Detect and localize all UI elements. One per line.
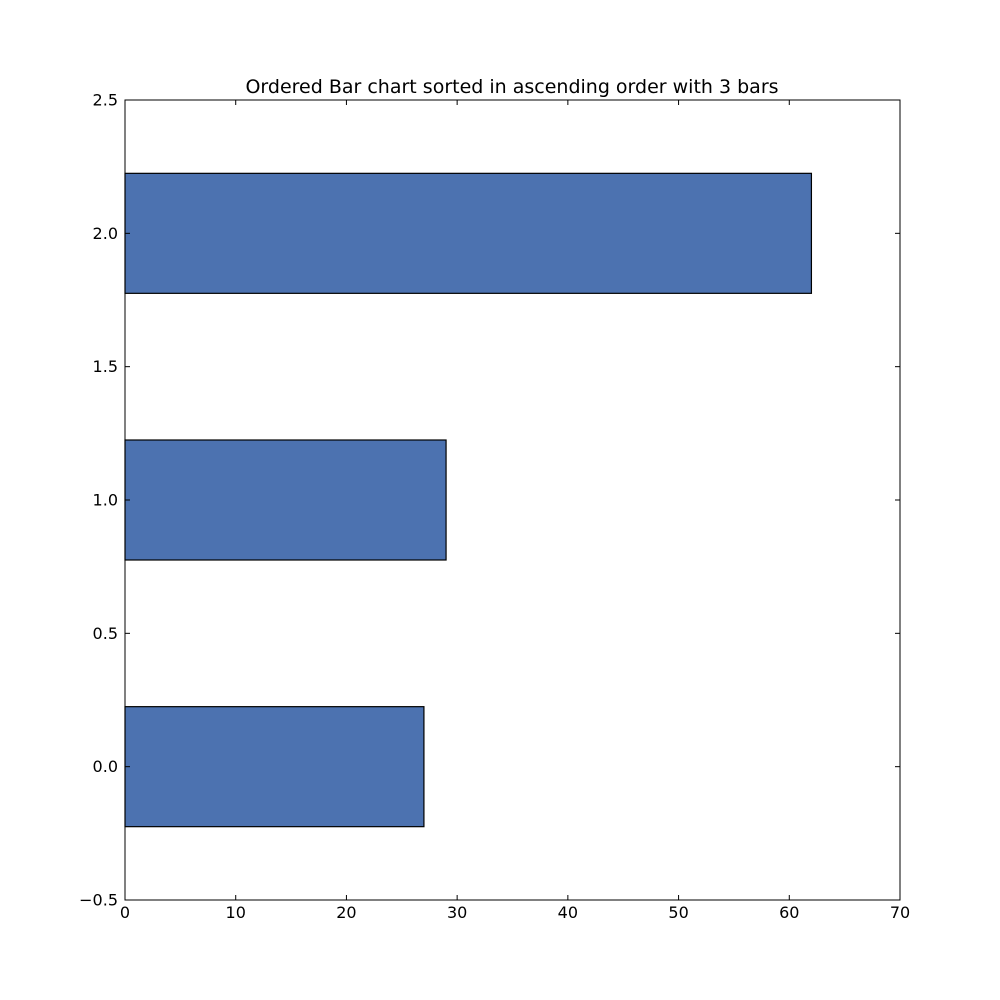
bar-2 — [124, 172, 813, 294]
y-tick-label-0: −0.5 — [79, 891, 118, 910]
chart-title: Ordered Bar chart sorted in ascending or… — [245, 76, 778, 98]
bars-layer — [124, 172, 813, 828]
bar-1 — [124, 439, 447, 561]
y-tick-label-1: 0.0 — [93, 757, 118, 776]
plot-frame — [124, 99, 901, 901]
x-tick-label-1: 10 — [226, 903, 246, 922]
x-tick-label-0: 0 — [120, 903, 130, 922]
y-tick-label-4: 1.5 — [93, 357, 118, 376]
x-tick-label-3: 30 — [447, 903, 467, 922]
y-tick-label-5: 2.0 — [93, 224, 118, 243]
tick-labels-layer: 0 10 20 30 40 50 60 70 −0.5 0.0 0.5 1.0 1.5 2.0 2.5 — [79, 91, 910, 923]
x-tick-label-6: 60 — [779, 903, 799, 922]
x-tick-label-7: 70 — [890, 903, 910, 922]
x-tick-label-2: 20 — [336, 903, 356, 922]
bar-0 — [124, 706, 425, 828]
x-tick-label-4: 40 — [558, 903, 578, 922]
y-tick-label-2: 0.5 — [93, 624, 118, 643]
y-tick-label-3: 1.0 — [93, 491, 118, 510]
x-tick-label-5: 50 — [668, 903, 688, 922]
y-tick-label-6: 2.5 — [93, 91, 118, 110]
